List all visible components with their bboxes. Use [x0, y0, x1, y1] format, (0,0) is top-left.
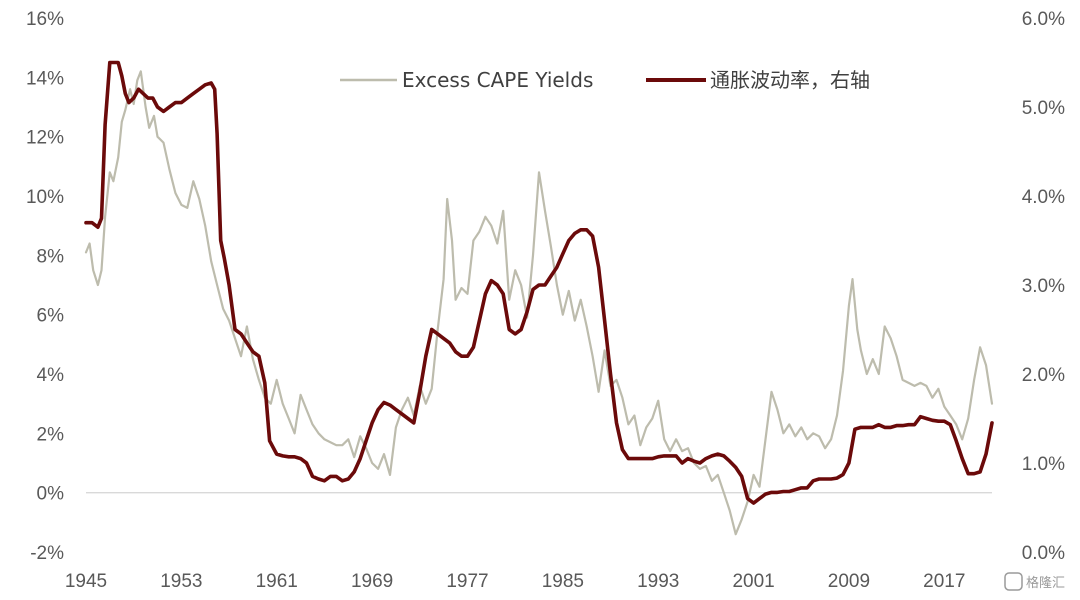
y-left-tick-label: 4% — [37, 365, 65, 386]
legend-label-inflation-vol: 通胀波动率，右轴 — [710, 68, 870, 92]
x-tick-label: 1985 — [542, 571, 584, 592]
y-left-tick-label: 0% — [37, 484, 65, 505]
y-left-tick-label: 14% — [26, 68, 64, 89]
y-left-tick-label: 16% — [26, 9, 64, 30]
watermark-text: 格隆汇 — [1026, 575, 1065, 591]
y-right-tick-label: 1.0% — [1022, 454, 1065, 475]
series-line-inflation-volatility — [84, 60, 994, 505]
x-tick-label: 1961 — [256, 571, 298, 592]
y-left-tick-label: 2% — [37, 424, 65, 445]
y-left-tick-label: -2% — [30, 543, 64, 564]
legend: Excess CAPE Yields 通胀波动率，右轴 — [340, 68, 870, 92]
watermark-logo-icon — [1004, 572, 1023, 591]
legend-label-excess-cape: Excess CAPE Yields — [402, 68, 593, 92]
series-line-excess-cape-yields — [84, 70, 994, 536]
y-left-tick-label: 6% — [37, 306, 65, 327]
x-tick-label: 2009 — [828, 571, 870, 592]
x-tick-label: 1993 — [637, 571, 679, 592]
right-axis-ticks: 6.0% 5.0% 4.0% 3.0% 2.0% 1.0% 0.0% — [1022, 9, 1065, 564]
y-right-tick-label: 2.0% — [1022, 365, 1065, 386]
x-tick-label: 1977 — [446, 571, 488, 592]
watermark: 格隆汇 — [1004, 572, 1065, 591]
x-tick-label: 2001 — [732, 571, 774, 592]
x-tick-label: 1953 — [160, 571, 202, 592]
left-axis-ticks: 16% 14% 12% 10% 8% 6% 4% 2% 0% -2% — [26, 9, 64, 564]
x-tick-label: 2017 — [923, 571, 965, 592]
x-tick-label: 1969 — [351, 571, 393, 592]
y-right-tick-label: 3.0% — [1022, 276, 1065, 297]
x-axis-ticks: 1945 1953 1961 1969 1977 1985 1993 2001 2009 2017 — [65, 571, 966, 592]
y-left-tick-label: 10% — [26, 187, 64, 208]
y-right-tick-label: 5.0% — [1022, 98, 1065, 119]
y-left-tick-label: 12% — [26, 128, 64, 149]
x-tick-label: 1945 — [65, 571, 107, 592]
y-right-tick-label: 6.0% — [1022, 9, 1065, 30]
y-left-tick-label: 8% — [37, 246, 65, 267]
y-right-tick-label: 0.0% — [1022, 543, 1065, 564]
series-group — [84, 60, 994, 536]
y-right-tick-label: 4.0% — [1022, 187, 1065, 208]
